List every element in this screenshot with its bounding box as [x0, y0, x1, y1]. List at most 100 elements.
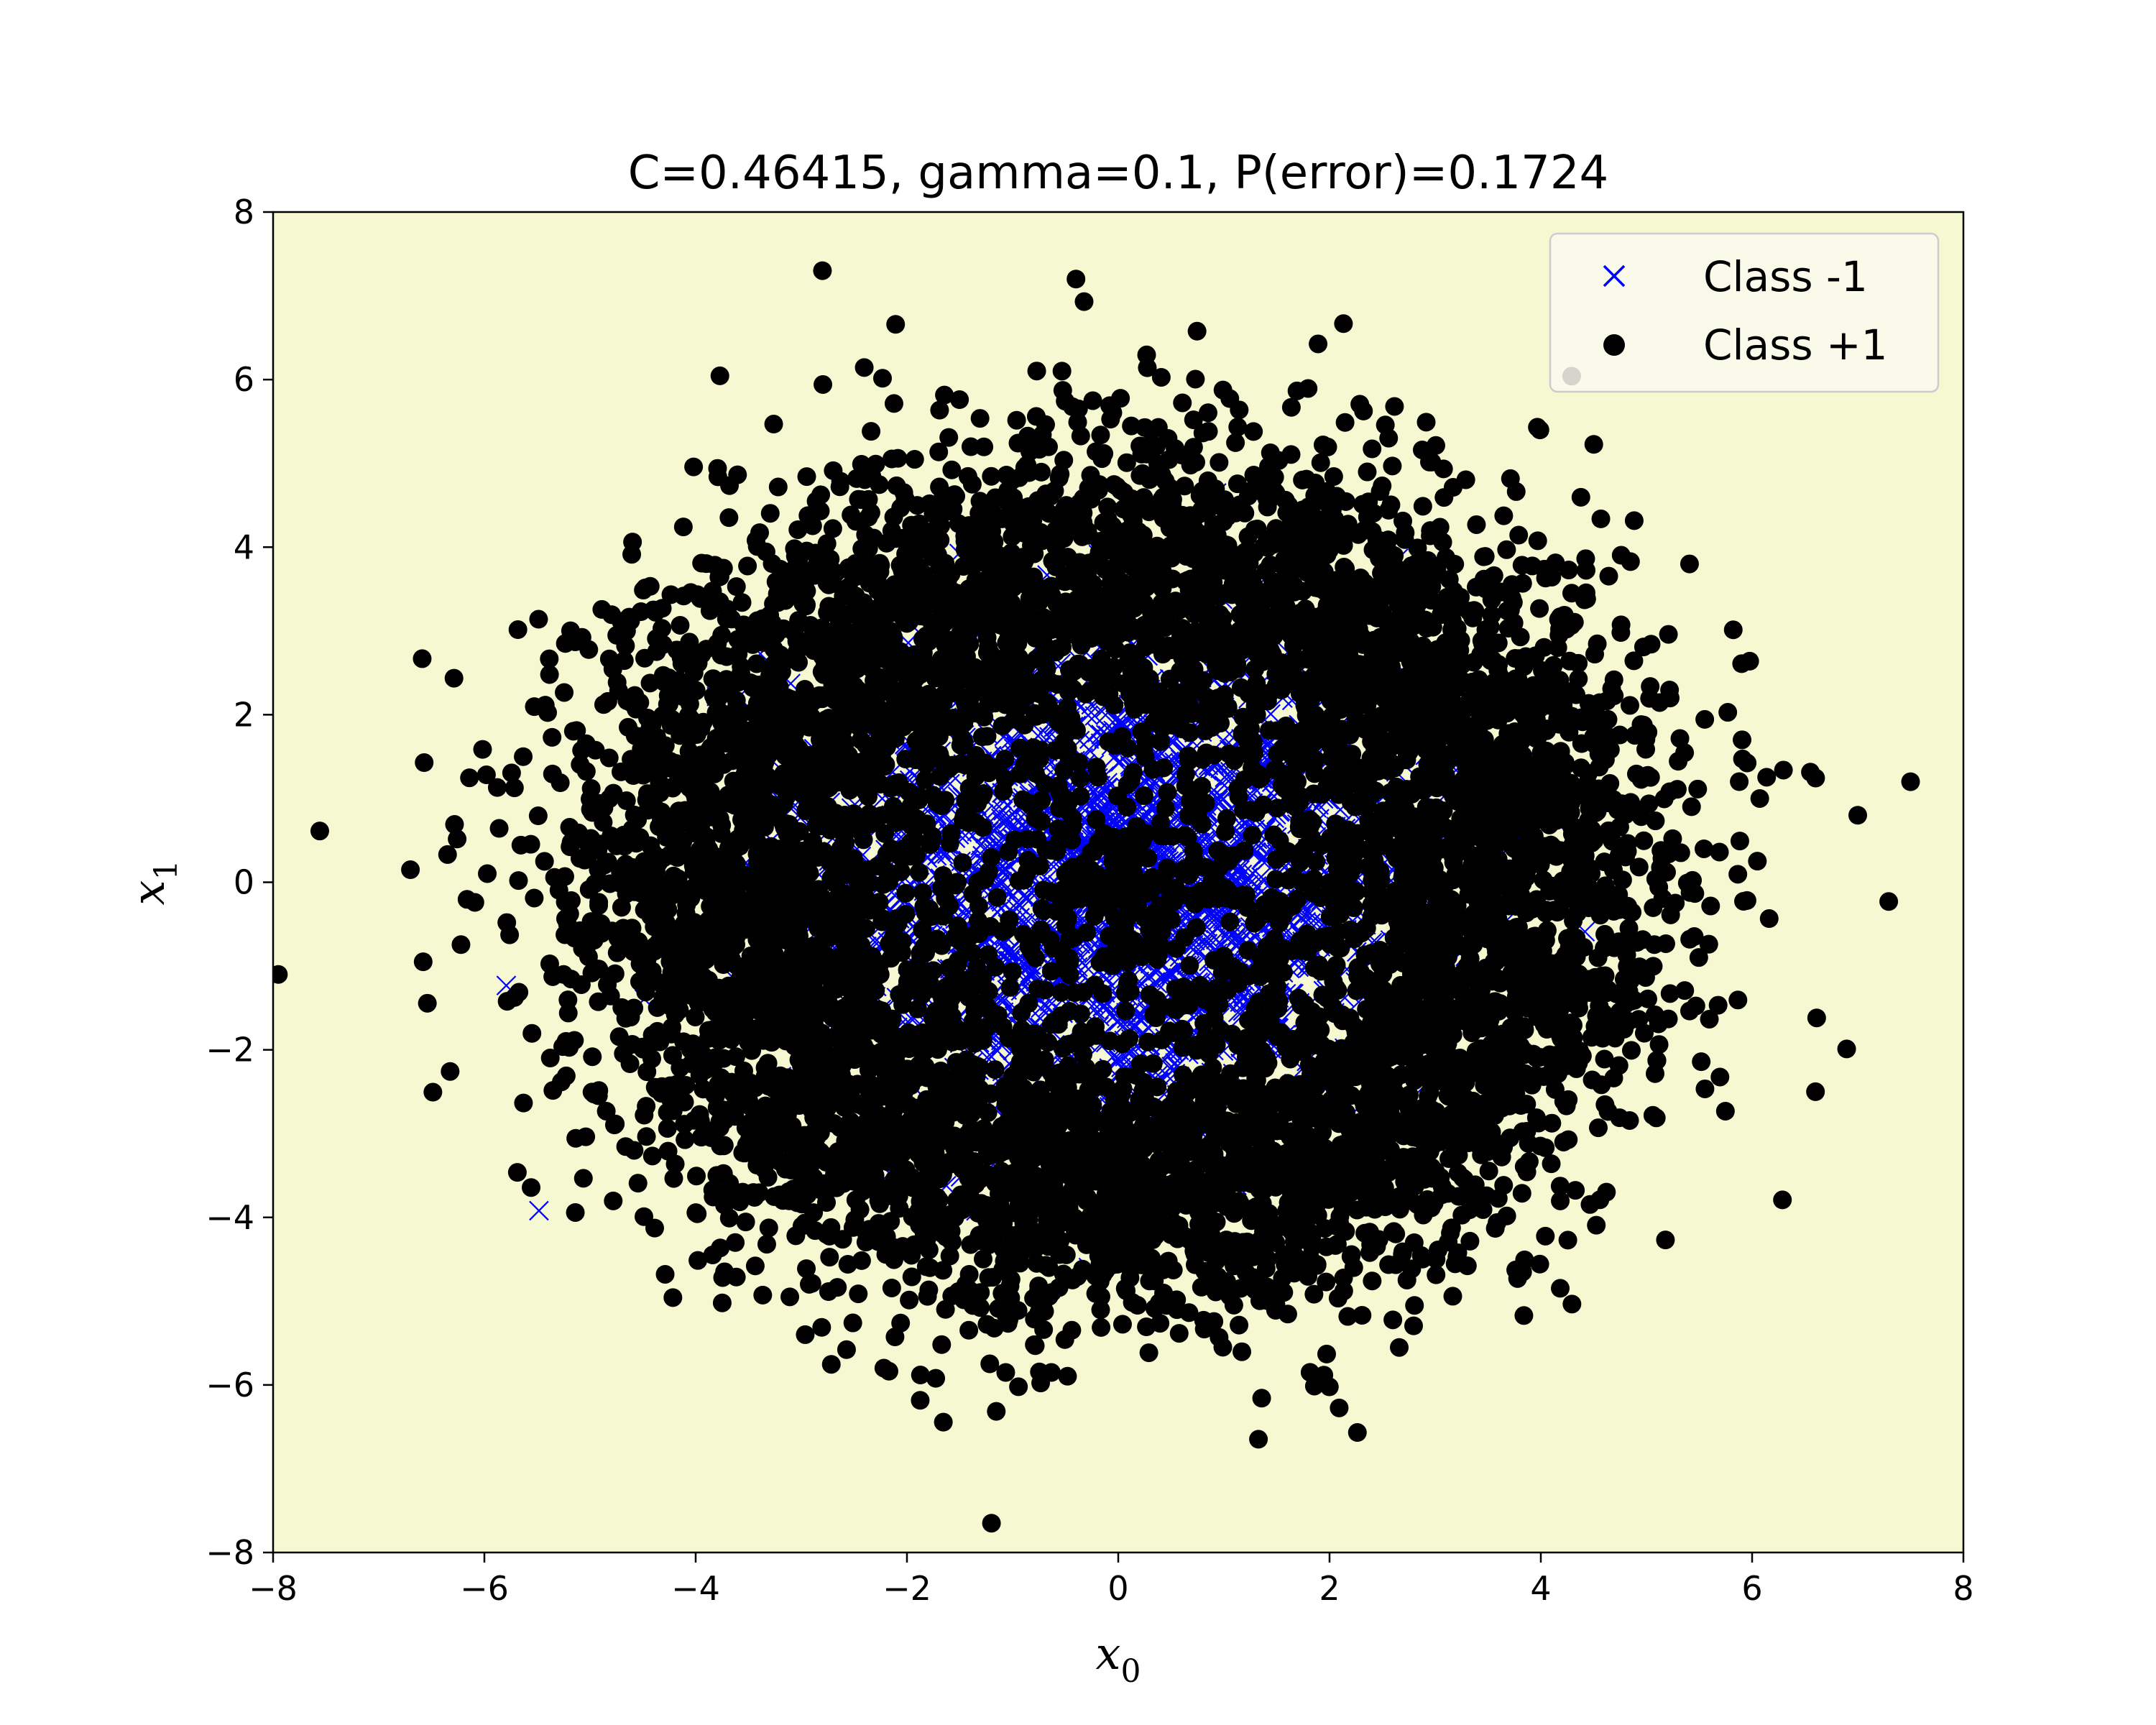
point-class-plus-1 [535, 852, 554, 871]
point-class-plus-1 [1542, 1113, 1562, 1133]
point-class-plus-1 [1682, 797, 1701, 816]
point-class-plus-1 [987, 888, 1007, 907]
point-class-plus-1 [1571, 487, 1590, 507]
point-class-plus-1 [1105, 736, 1125, 755]
point-class-plus-1 [1158, 783, 1177, 802]
point-class-plus-1 [1226, 433, 1245, 452]
point-class-plus-1 [522, 1024, 542, 1043]
point-class-minus-1 [1108, 1050, 1129, 1071]
point-class-plus-1 [1335, 413, 1355, 432]
point-class-plus-1 [1327, 816, 1347, 836]
point-class-plus-1 [797, 467, 816, 487]
point-class-plus-1 [711, 1238, 730, 1258]
point-class-plus-1 [1416, 413, 1436, 432]
point-class-plus-1 [1680, 929, 1700, 949]
point-class-minus-1 [993, 801, 1013, 821]
point-class-minus-1 [1232, 864, 1253, 885]
point-class-plus-1 [1358, 462, 1377, 482]
point-class-plus-1 [1566, 1181, 1585, 1200]
point-class-plus-1 [854, 358, 874, 377]
point-class-plus-1 [1228, 418, 1248, 437]
point-class-plus-1 [726, 1233, 745, 1252]
point-class-plus-1 [555, 683, 574, 702]
point-class-plus-1 [684, 457, 704, 477]
point-class-plus-1 [509, 871, 528, 891]
point-class-plus-1 [896, 883, 916, 903]
point-class-plus-1 [1383, 456, 1402, 476]
point-class-plus-1 [1599, 566, 1618, 586]
point-class-plus-1 [753, 1285, 773, 1305]
point-class-plus-1 [1699, 934, 1718, 954]
point-class-plus-1 [1620, 696, 1639, 715]
point-class-plus-1 [820, 1248, 839, 1267]
point-class-minus-1 [1007, 892, 1028, 913]
point-class-minus-1 [1084, 706, 1105, 726]
point-class-plus-1 [759, 1218, 778, 1238]
point-class-plus-1 [902, 1267, 921, 1287]
series-class-plus-1 [273, 261, 1920, 1533]
point-class-minus-1 [1202, 908, 1222, 929]
point-class-plus-1 [1009, 1377, 1028, 1397]
point-class-plus-1 [1750, 788, 1769, 808]
point-class-plus-1 [1220, 912, 1240, 932]
point-class-plus-1 [566, 1202, 585, 1222]
point-class-plus-1 [1249, 1430, 1268, 1449]
point-class-plus-1 [1087, 810, 1106, 829]
point-class-plus-1 [812, 1317, 831, 1337]
point-class-plus-1 [1530, 599, 1549, 618]
point-class-plus-1 [1151, 367, 1171, 387]
point-class-plus-1 [948, 873, 967, 892]
point-class-plus-1 [1317, 1272, 1336, 1292]
point-class-minus-1 [529, 1200, 549, 1221]
point-class-plus-1 [902, 1246, 921, 1265]
point-class-plus-1 [1383, 1310, 1403, 1330]
point-class-plus-1 [1311, 453, 1330, 472]
point-class-plus-1 [438, 845, 457, 864]
point-class-minus-1 [1219, 927, 1240, 948]
point-class-plus-1 [448, 829, 467, 849]
point-class-plus-1 [599, 748, 619, 768]
point-class-plus-1 [979, 945, 998, 965]
point-class-plus-1 [595, 855, 614, 875]
point-class-plus-1 [1169, 1324, 1189, 1343]
point-class-plus-1 [939, 428, 959, 447]
point-class-plus-1 [1733, 730, 1752, 750]
point-class-plus-1 [1307, 852, 1326, 872]
point-class-plus-1 [994, 781, 1013, 801]
point-class-plus-1 [1550, 1177, 1570, 1196]
point-class-plus-1 [1156, 799, 1175, 818]
point-class-minus-1 [999, 942, 1019, 962]
point-class-plus-1 [1338, 1307, 1358, 1326]
point-class-plus-1 [1309, 334, 1328, 354]
point-class-plus-1 [997, 465, 1016, 484]
point-class-plus-1 [1151, 732, 1171, 751]
point-class-plus-1 [1675, 981, 1695, 1000]
point-class-plus-1 [788, 520, 808, 539]
point-class-plus-1 [862, 422, 881, 441]
point-class-plus-1 [950, 390, 969, 409]
point-class-minus-1 [1078, 705, 1099, 725]
point-class-plus-1 [738, 556, 757, 576]
point-class-plus-1 [1494, 506, 1514, 525]
point-class-plus-1 [612, 898, 631, 917]
point-class-plus-1 [690, 1065, 709, 1085]
point-class-plus-1 [1514, 1306, 1534, 1325]
point-class-plus-1 [1611, 615, 1631, 635]
point-class-plus-1 [594, 695, 613, 714]
point-class-plus-1 [1091, 426, 1110, 445]
point-class-plus-1 [1643, 1105, 1662, 1125]
point-class-plus-1 [934, 1412, 953, 1432]
point-class-plus-1 [1656, 1230, 1675, 1250]
point-class-plus-1 [745, 1256, 765, 1276]
point-class-plus-1 [1092, 1317, 1111, 1337]
point-class-plus-1 [1807, 1008, 1826, 1028]
point-class-plus-1 [1390, 1338, 1409, 1357]
point-class-plus-1 [1773, 1190, 1792, 1210]
point-class-plus-1 [413, 649, 432, 668]
point-class-plus-1 [502, 763, 521, 783]
point-class-plus-1 [764, 415, 783, 434]
point-class-plus-1 [1512, 1184, 1531, 1203]
point-class-plus-1 [637, 1097, 656, 1116]
point-class-plus-1 [476, 765, 496, 785]
